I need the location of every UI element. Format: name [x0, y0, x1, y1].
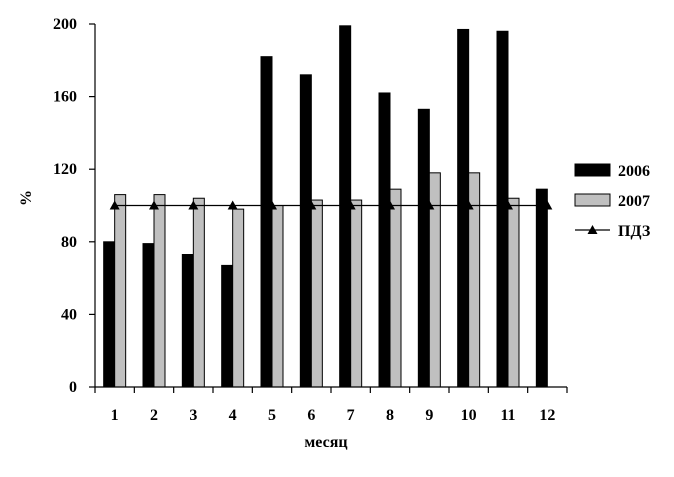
bar-2006-6	[299, 74, 312, 388]
point-marker-ПДЗ	[267, 200, 277, 210]
y-tick-label: 120	[53, 161, 77, 178]
legend-swatch-2007	[574, 193, 611, 207]
bar-2006-5	[260, 56, 273, 388]
bar-2006-12	[535, 188, 548, 388]
bar-2006-3	[181, 254, 194, 388]
bar-2007-5	[271, 205, 284, 388]
point-marker-ПДЗ	[463, 200, 474, 210]
bar-2007-7	[350, 199, 363, 388]
x-axis-title: месяц	[304, 434, 347, 451]
y-ticks: 0 40 80 120 160 200	[53, 16, 95, 396]
y-tick-label: 200	[53, 16, 77, 33]
legend-swatch-2006	[574, 163, 611, 177]
legend-label-2007: 2007	[618, 193, 650, 210]
bar-2006-8	[378, 92, 391, 388]
point-marker-ПДЗ	[227, 200, 238, 210]
x-tick-label: 8	[386, 407, 394, 424]
bar-2007-6	[310, 199, 323, 388]
legend: 2006 2007 ПДЗ	[574, 163, 651, 240]
legend-label-2006: 2006	[618, 163, 650, 180]
point-marker-ПДЗ	[188, 200, 199, 210]
legend-marker-ПДЗ	[587, 225, 598, 234]
x-tick-label: 6	[307, 407, 315, 424]
x-tick-label: 12	[539, 407, 555, 424]
y-tick-label: 160	[53, 89, 77, 106]
point-marker-ПДЗ	[109, 200, 120, 210]
bar-2007-8	[389, 188, 402, 388]
x-tick-label: 1	[111, 407, 119, 424]
x-tick-label: 11	[500, 407, 515, 424]
x-tick-label: 10	[461, 407, 477, 424]
point-marker-ПДЗ	[385, 200, 395, 210]
x-tick-label: 7	[347, 407, 355, 424]
x-tick-label: 2	[150, 407, 158, 424]
legend-label-ПДЗ: ПДЗ	[618, 223, 651, 240]
bar-2007-1	[114, 194, 127, 388]
bar-2006-2	[142, 243, 155, 388]
bar-2006-1	[103, 241, 116, 388]
x-tick-label: 5	[268, 407, 276, 424]
x-tick-label: 3	[189, 407, 197, 424]
bar-2006-9	[417, 108, 430, 388]
x-tick-label: 9	[425, 407, 433, 424]
y-axis-title: %	[18, 190, 35, 206]
bar-2007-3	[192, 197, 205, 388]
point-marker-ПДЗ	[345, 200, 356, 210]
bars-layer	[103, 25, 548, 388]
point-marker-ПДЗ	[424, 200, 435, 210]
x-tick-label: 4	[229, 407, 237, 424]
bar-2006-4	[221, 264, 234, 388]
y-tick-label: 80	[61, 234, 77, 251]
bar-2007-11	[507, 197, 520, 388]
point-marker-ПДЗ	[503, 200, 513, 210]
pdz-line-layer	[109, 200, 553, 210]
y-tick-label: 40	[61, 306, 77, 323]
x-ticks: 1 2 3 4 5 6 7 8 9 10 11 12	[94, 387, 568, 424]
bar-2007-2	[153, 194, 166, 388]
y-tick-label: 0	[69, 379, 77, 396]
point-marker-ПДЗ	[149, 200, 159, 210]
bar-2007-4	[232, 208, 245, 388]
point-marker-ПДЗ	[306, 200, 317, 210]
point-marker-ПДЗ	[542, 200, 553, 210]
